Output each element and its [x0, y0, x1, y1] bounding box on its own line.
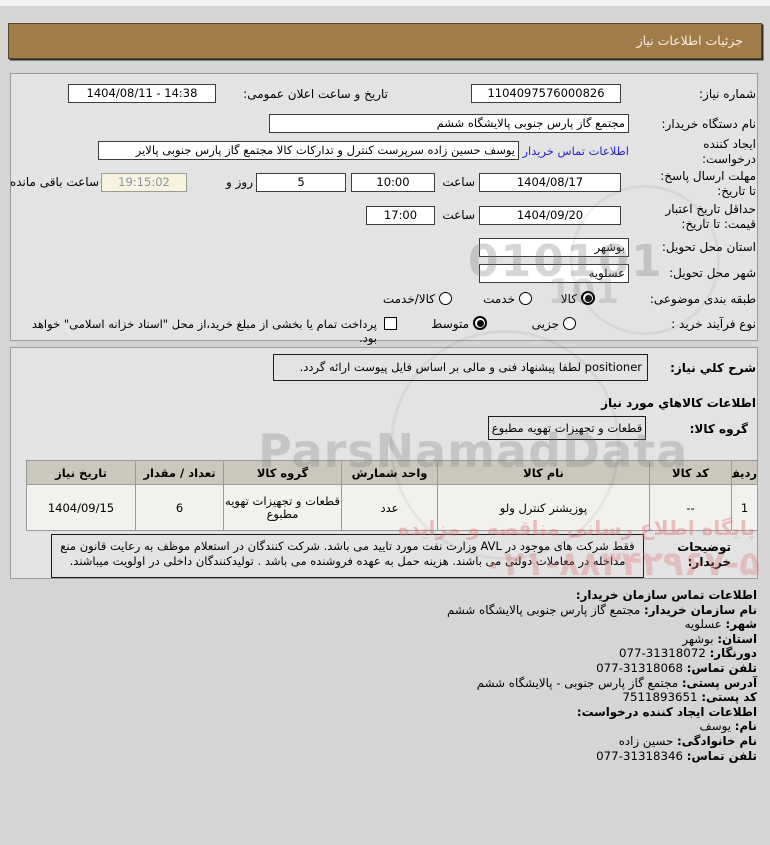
- contact-section: اطلاعات تماس سازمان خریدار: نام سازمان خ…: [157, 588, 757, 763]
- validity-time-field: 17:00: [366, 206, 435, 225]
- hours-remaining-label: ساعت باقی مانده: [9, 175, 99, 189]
- buyer-org-label: نام دستگاه خریدار:: [661, 117, 757, 131]
- radio-goods-service[interactable]: [439, 292, 452, 305]
- request-creator-label: ایجاد کننده درخواست:: [702, 137, 756, 166]
- contact-line: نام سازمان خریدار: مجتمع گاز پارس جنوبی …: [447, 602, 757, 617]
- countdown-timer: 19:15:02: [101, 173, 187, 192]
- buyer-org-field: مجتمع گاز پارس جنوبی پالایشگاه ششم: [269, 114, 629, 133]
- delivery-province-field: بوشهر: [479, 238, 629, 257]
- validity-hour-label: ساعت: [442, 208, 475, 222]
- radio-goods[interactable]: [581, 291, 595, 305]
- radio-goods-service-label: کالا/خدمت: [382, 292, 435, 306]
- need-description-field: positioner لطفا پیشنهاد فنی و مالی بر اس…: [273, 354, 648, 381]
- col-quantity: تعداد / مقدار: [135, 460, 224, 485]
- contact-line: نام: یوسف: [699, 719, 757, 734]
- goods-group-field: قطعات و تجهیزات تهویه مطبوع: [488, 416, 646, 440]
- radio-goods-label: کالا: [560, 292, 577, 306]
- goods-info-panel: شرح کلي نیاز: positioner لطفا پیشنهاد فن…: [10, 347, 758, 579]
- contact-line: دورنگار: 31318072-077: [618, 646, 757, 661]
- contact-line: تلفن تماس: 31318068-077: [596, 660, 757, 675]
- need-number-field: 1104097576000826: [471, 84, 621, 103]
- org-contact-heading: اطلاعات تماس سازمان خریدار:: [575, 588, 757, 602]
- radio-medium-label: متوسط: [431, 317, 469, 331]
- validity-date-field: 1404/09/20: [479, 206, 621, 225]
- col-row-no: ردیف: [731, 460, 758, 485]
- contact-line: کد پستی: 7511893651: [622, 690, 758, 705]
- need-summary-panel: شماره نیاز: 1104097576000826 تاریخ و ساع…: [9, 73, 758, 345]
- response-deadline-label: مهلت ارسال پاسخ: تا تاریخ:: [660, 169, 756, 198]
- col-goods-group: گروه کالا: [223, 460, 342, 485]
- buyer-contact-link[interactable]: اطلاعات تماس خریدار: [522, 144, 629, 158]
- cell-unit: عدد: [341, 484, 438, 531]
- contact-line: شهر: عسلویه: [684, 617, 757, 632]
- treasury-checkbox-label: پرداخت تمام یا بخشی از مبلغ خرید،از محل …: [31, 317, 377, 345]
- delivery-city-label: شهر محل تحویل:: [669, 266, 756, 280]
- announce-datetime-label: تاریخ و ساعت اعلان عمومی:: [243, 87, 388, 101]
- announce-datetime-field: 1404/08/11 - 14:38: [68, 84, 216, 103]
- buyer-notes-field: فقط شرکت های موجود در AVL وزارت نفت مورد…: [51, 534, 644, 578]
- col-need-date: تاریخ نیاز: [26, 460, 136, 485]
- col-goods-code: کد کالا: [649, 460, 732, 485]
- delivery-city-field: عسلویه: [479, 264, 629, 283]
- page-title: جزئیات اطلاعات نیاز: [636, 33, 743, 48]
- delivery-province-label: استان محل تحویل:: [661, 240, 756, 254]
- goods-table-row: 1 -- پوزیشنر کنترل ولو عدد قطعات و تجهیز…: [26, 484, 758, 531]
- classification-label: طبقه بندی موضوعی:: [649, 292, 756, 306]
- creator-contact-heading: اطلاعات ایجاد کننده درخواست:: [576, 704, 757, 719]
- treasury-checkbox[interactable]: [384, 317, 397, 330]
- col-unit: واحد شمارش: [341, 460, 438, 485]
- radio-medium[interactable]: [473, 316, 487, 330]
- buyer-notes-label: توضیحات خریدار:: [677, 540, 731, 569]
- radio-service-label: خدمت: [483, 292, 515, 306]
- cell-quantity: 6: [135, 484, 224, 531]
- deadline-date-field: 1404/08/17: [479, 173, 621, 192]
- contact-line: آدرس پستی: مجتمع گاز پارس جنوبی - پالایش…: [476, 675, 757, 690]
- page-title-bar: جزئیات اطلاعات نیاز: [8, 23, 762, 59]
- cell-goods-name: پوزیشنر کنترل ولو: [437, 484, 650, 531]
- col-goods-name: نام کالا: [437, 460, 650, 485]
- goods-table-header-row: ردیف کد کالا نام کالا واحد شمارش گروه کا…: [26, 460, 758, 485]
- price-validity-label: حداقل تاریخ اعتبار قیمت: تا تاریخ:: [665, 202, 756, 231]
- process-type-label: نوع فرآیند خرید :: [671, 317, 756, 331]
- goods-group-label: گروه کالا:: [689, 422, 748, 436]
- need-number-label: شماره نیاز:: [699, 87, 756, 101]
- goods-info-heading: اطلاعات کالاهاي مورد نیاز: [601, 396, 756, 410]
- contact-line: نام خانوادگی: حسین زاده: [618, 733, 757, 748]
- radio-partial[interactable]: [563, 317, 576, 330]
- radio-partial-label: جزیی: [531, 317, 559, 331]
- cell-goods-group: قطعات و تجهیزات تهویه مطبوع: [223, 484, 342, 531]
- cell-row-no: 1: [731, 484, 758, 531]
- contact-line: تلفن تماس: 31318346-077: [596, 748, 757, 763]
- cell-goods-code: --: [649, 484, 732, 531]
- request-creator-field: یوسف حسین زاده سرپرست کنترل و تدارکات کا…: [98, 141, 519, 160]
- top-strip: [0, 0, 770, 6]
- goods-table: ردیف کد کالا نام کالا واحد شمارش گروه کا…: [26, 460, 758, 531]
- need-description-label: شرح کلي نیاز:: [670, 361, 756, 375]
- deadline-hour-label: ساعت: [442, 175, 475, 189]
- deadline-time-field: 10:00: [351, 173, 435, 192]
- contact-line: استان: بوشهر: [682, 631, 757, 646]
- days-remaining-field: 5: [256, 173, 346, 192]
- radio-service[interactable]: [519, 292, 532, 305]
- days-and-label: روز و: [226, 175, 253, 189]
- cell-need-date: 1404/09/15: [26, 484, 136, 531]
